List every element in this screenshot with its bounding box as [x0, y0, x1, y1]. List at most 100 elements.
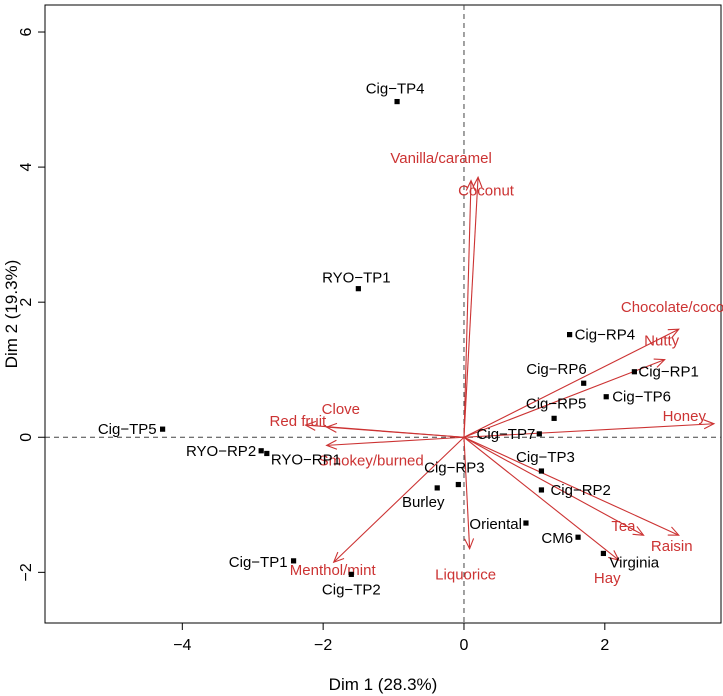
point-ryo-rp2: RYO−RP2 [186, 443, 264, 460]
arrow-raisin: Raisin [463, 436, 693, 555]
arrow-label: Tea [611, 518, 636, 535]
point-cig-rp1: Cig−RP1 [631, 364, 699, 381]
x-tick-label: 0 [460, 637, 469, 654]
y-tick-label: 4 [18, 163, 35, 172]
point-label: Cig−TP1 [229, 554, 288, 571]
arrow-honey: Honey [463, 408, 716, 438]
arrow-head [332, 551, 345, 564]
point-marker [567, 332, 573, 338]
arrow-label: Smokey/burned [319, 452, 424, 469]
arrow-liquorice: Liquorice [435, 437, 496, 584]
arrow-hay: Hay [463, 436, 621, 587]
point-cig-tp4: Cig−TP4 [366, 81, 424, 105]
arrow-menthol-mint: Menthol/mint [290, 436, 465, 579]
point-label: Cig−RP4 [575, 327, 635, 344]
point-marker [434, 485, 440, 491]
arrow-label: Vanilla/caramel [390, 150, 491, 167]
arrow-vanilla-caramel: Vanilla/caramel [390, 150, 492, 438]
arrow-label: Menthol/mint [290, 562, 377, 579]
point-label: Cig−TP6 [612, 389, 671, 406]
point-label: Cig−RP3 [424, 460, 484, 477]
point-marker [600, 550, 607, 557]
arrow-shaft [463, 437, 471, 549]
point-ryo-tp1: RYO−TP1 [322, 270, 391, 292]
arrow-shaft [463, 177, 479, 438]
arrow-shaft [463, 436, 644, 536]
arrow-head [667, 328, 680, 339]
point-marker [264, 450, 270, 457]
point-label: RYO−TP1 [322, 270, 391, 287]
arrow-head [325, 439, 338, 450]
y-tick-label: 0 [18, 433, 35, 442]
point-marker [581, 380, 587, 386]
arrow-label: Chocolate/cocoa [621, 299, 723, 316]
point-label: Cig−RP6 [526, 361, 586, 378]
arrow-coconut: Coconut [458, 179, 515, 438]
point-marker [355, 286, 361, 292]
point-label: Oriental [469, 516, 522, 533]
point-label: Cig−RP2 [550, 482, 610, 499]
point-marker [159, 426, 166, 432]
point-cig-tp6: Cig−TP6 [603, 389, 671, 406]
arrow-head [632, 526, 645, 536]
point-label: RYO−RP1 [271, 451, 341, 468]
arrow-shaft [326, 436, 465, 446]
arrow-label: Raisin [651, 538, 693, 555]
arrow-head [464, 538, 475, 551]
point-marker [631, 369, 637, 375]
point-label: Cig−TP5 [98, 421, 157, 438]
arrow-label: Clove [322, 401, 360, 418]
arrow-head [653, 358, 666, 368]
arrow-label: Coconut [458, 183, 515, 200]
point-marker [551, 415, 557, 421]
point-marker [348, 571, 354, 577]
arrow-label: Liquorice [435, 567, 496, 584]
point-burley: Burley [402, 485, 445, 511]
point-marker [455, 481, 461, 488]
arrow-shaft [463, 436, 679, 536]
arrow-nutty: Nutty [463, 333, 680, 438]
arrow-label: Honey [663, 408, 707, 425]
arrow-chocolate-cocoa: Chocolate/cocoa [463, 299, 723, 438]
arrow-label: Hay [594, 570, 621, 587]
point-marker [538, 487, 545, 493]
point-cig-rp2: Cig−RP2 [538, 482, 611, 499]
y-tick-label: −2 [18, 563, 35, 581]
arrow-head [465, 179, 476, 191]
point-label: Cig−TP3 [516, 449, 575, 466]
point-marker [290, 558, 297, 564]
y-tick-label: 2 [18, 298, 35, 307]
point-cig-tp1: Cig−TP1 [229, 554, 297, 571]
point-label: Burley [402, 494, 445, 511]
point-marker [258, 448, 264, 454]
point-marker [538, 468, 545, 474]
arrow-shaft [333, 436, 465, 563]
arrow-shaft [326, 426, 465, 438]
arrow-head [472, 175, 483, 188]
point-cig-rp4: Cig−RP4 [567, 327, 635, 344]
x-tick-label: 2 [600, 637, 609, 654]
arrow-label: Red fruit [270, 413, 328, 430]
arrow-shaft [463, 359, 665, 438]
point-cig-tp3: Cig−TP3 [516, 449, 575, 474]
point-marker [394, 98, 400, 105]
arrow-shaft [463, 328, 679, 438]
x-tick-label: −2 [314, 637, 332, 654]
arrow-head [325, 422, 338, 433]
point-virginia: Virginia [600, 550, 660, 571]
arrow-smokey-burned: Smokey/burned [319, 436, 465, 469]
arrow-tea: Tea [463, 436, 645, 536]
axes: −4 −2 0 2 −2 0 2 4 6 [18, 27, 609, 654]
point-label: Cig−TP7 [477, 426, 536, 443]
arrow-head [304, 420, 317, 431]
point-oriental: Oriental [469, 516, 529, 533]
x-tick-label: −4 [173, 637, 191, 654]
point-ryo-rp1: RYO−RP1 [264, 450, 341, 468]
point-marker [603, 394, 609, 400]
arrow-clove: Clove [322, 401, 465, 438]
point-label: Virginia [609, 554, 659, 571]
point-cig-tp2: Cig−TP2 [322, 571, 381, 598]
arrow-shaft [463, 423, 714, 438]
observation-points: Cig−TP4 RYO−TP1 Cig−TP5 RYO−RP2 RYO−RP1 Cig−T… [98, 81, 699, 599]
